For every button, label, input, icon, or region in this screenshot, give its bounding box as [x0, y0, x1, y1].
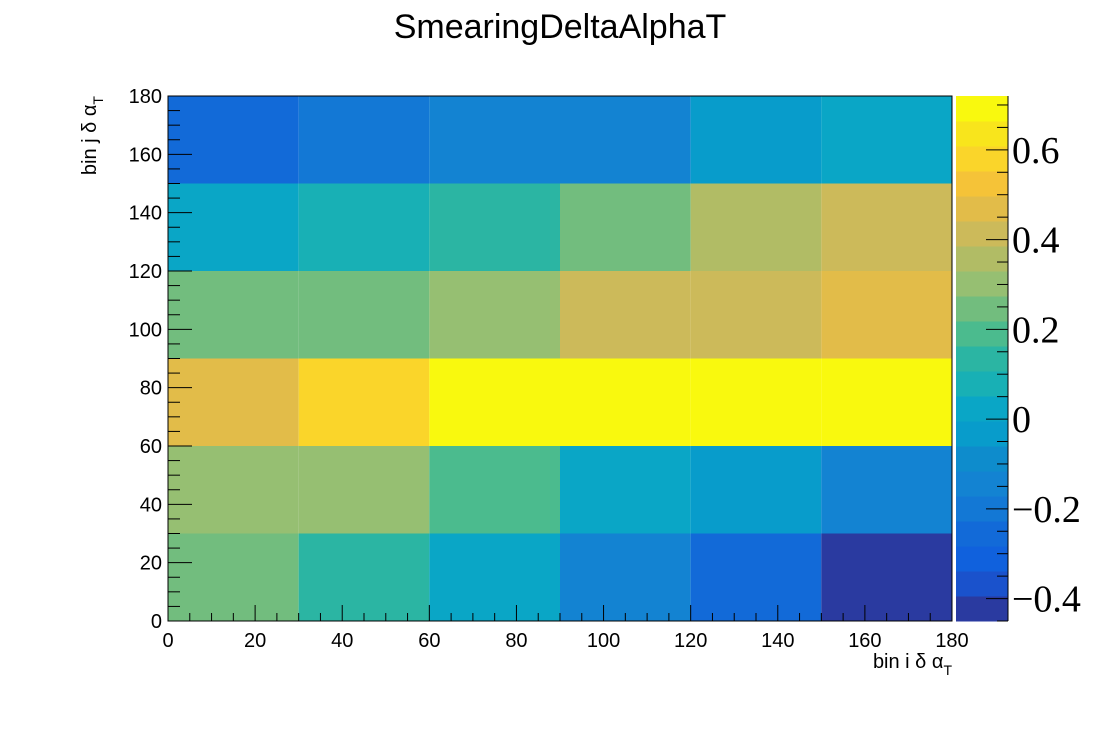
heatmap-cell [560, 271, 691, 359]
colorbar-swatch [956, 196, 1008, 222]
heatmap-cell [821, 96, 952, 184]
heatmap-cell [690, 446, 822, 534]
heatmap-cell [298, 446, 430, 534]
x-axis-label-text: bin i δ α [873, 651, 944, 673]
colorbar-swatch [956, 221, 1008, 247]
colorbar-swatch [956, 321, 1008, 347]
colorbar-tick-label: 0.6 [1012, 130, 1060, 172]
heatmap-cells [168, 96, 952, 621]
heatmap-cell [429, 358, 560, 446]
heatmap-cell [298, 358, 430, 446]
heatmap-cell [168, 446, 299, 534]
color-bar: −0.4 −0.2 0 0.2 0.4 0.6 [956, 96, 1081, 622]
heatmap-cell [560, 183, 691, 271]
heatmap-cell [168, 183, 299, 271]
heatmap-cell [690, 96, 822, 184]
y-tick-label: 180 [129, 86, 162, 108]
x-tick-label: 0 [162, 630, 173, 652]
heatmap-cell [429, 271, 560, 359]
colorbar-swatch [956, 521, 1008, 547]
y-tick-label: 20 [140, 553, 162, 575]
x-tick-label: 40 [331, 630, 353, 652]
colorbar-tick-label: 0.2 [1012, 309, 1060, 351]
heatmap-cell [560, 358, 691, 446]
heatmap-cell [168, 533, 299, 621]
heatmap-cell [690, 183, 822, 271]
colorbar-swatch [956, 446, 1008, 472]
heatmap-cell [690, 533, 822, 621]
heatmap-cell [821, 183, 952, 271]
heatmap-cell [821, 271, 952, 359]
colorbar-swatch [956, 271, 1008, 297]
x-tick-label: 180 [935, 630, 968, 652]
colorbar-swatch [956, 296, 1008, 322]
heatmap-cell [298, 96, 430, 184]
heatmap-cell [168, 96, 299, 184]
heatmap-cell [560, 446, 691, 534]
heatmap-cell [298, 183, 430, 271]
y-tick-label: 60 [140, 436, 162, 458]
y-tick-label: 120 [129, 261, 162, 283]
x-tick-label: 20 [244, 630, 266, 652]
x-axis: 0 20 40 60 80 100 120 140 160 180 [162, 605, 969, 652]
colorbar-swatch [956, 471, 1008, 497]
y-tick-label: 160 [129, 144, 162, 166]
heatmap-cell [560, 533, 691, 621]
colorbar-swatch [956, 571, 1008, 597]
y-axis: 0 20 40 60 80 100 120 140 160 180 [129, 86, 192, 633]
heatmap-cell [168, 271, 299, 359]
heatmap-cell [690, 271, 822, 359]
x-tick-label: 160 [848, 630, 881, 652]
x-tick-label: 60 [418, 630, 440, 652]
heatmap-cell [429, 96, 560, 184]
colorbar-tick-label: −0.4 [1012, 579, 1081, 621]
colorbar-tick-label: −0.2 [1012, 489, 1081, 531]
heatmap-cell [821, 358, 952, 446]
x-axis-label: bin i δ αT [873, 651, 953, 678]
y-tick-label: 80 [140, 378, 162, 400]
y-axis-label-text: bin j δ α [79, 105, 101, 176]
heatmap-cell [690, 358, 822, 446]
x-tick-label: 140 [761, 630, 794, 652]
x-tick-label: 80 [505, 630, 527, 652]
colorbar-swatch [956, 596, 1008, 622]
heatmap-cell [429, 183, 560, 271]
colorbar-tick-label: 0.4 [1012, 220, 1060, 262]
colorbar-swatch [956, 121, 1008, 147]
y-tick-label: 0 [151, 611, 162, 633]
y-tick-label: 140 [129, 203, 162, 225]
heatmap-cell [429, 446, 560, 534]
colorbar-swatch [956, 96, 1008, 122]
colorbar-swatch [956, 346, 1008, 372]
x-axis-label-sub: T [943, 662, 952, 678]
heatmap-cell [298, 271, 430, 359]
chart-title: SmearingDeltaAlphaT [394, 8, 727, 46]
heatmap-cell [821, 446, 952, 534]
heatmap-cell [821, 533, 952, 621]
colorbar-swatch [956, 396, 1008, 422]
colorbar-swatch [956, 546, 1008, 572]
y-tick-label: 40 [140, 494, 162, 516]
x-tick-label: 100 [587, 630, 620, 652]
heatmap-cell [560, 96, 691, 184]
colorbar-swatch [956, 371, 1008, 397]
y-tick-label: 100 [129, 319, 162, 341]
x-tick-label: 120 [674, 630, 707, 652]
y-axis-label-sub: T [90, 96, 106, 105]
y-axis-label: bin j δ αT [79, 96, 106, 176]
heatmap-cell [429, 533, 560, 621]
colorbar-tick-label: 0 [1012, 399, 1031, 441]
heatmap-cell [298, 533, 430, 621]
colorbar-swatch [956, 246, 1008, 272]
heatmap-cell [168, 358, 299, 446]
colorbar-swatch [956, 171, 1008, 197]
colorbar-swatch [956, 421, 1008, 447]
